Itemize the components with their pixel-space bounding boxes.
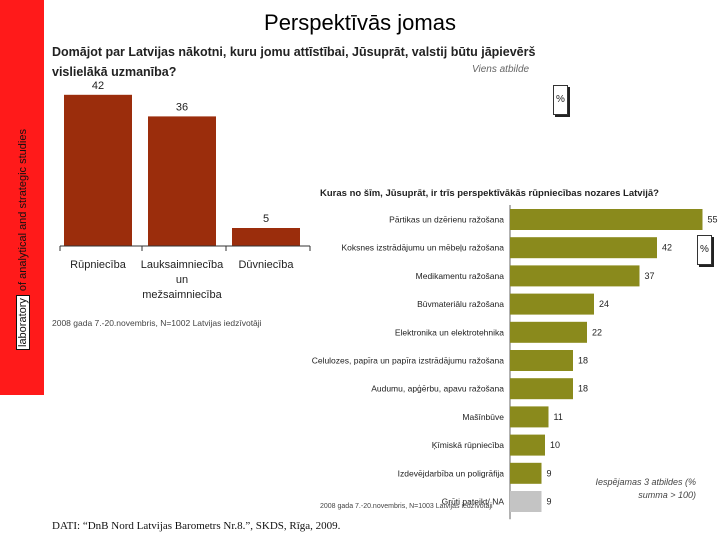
chart2-value-label: 10 xyxy=(550,440,560,450)
chart2-svg: Pārtikas un dzērienu ražošana 55 Koksnes i… xyxy=(312,205,718,520)
chart1-value-label: 36 xyxy=(176,101,188,113)
chart2-bar xyxy=(510,350,573,371)
chart2-bar xyxy=(510,293,594,315)
chart1-svg: 42 Rūpniecība 36 Lauksaimniecība un mežsaimni… xyxy=(59,80,311,301)
percent-box-chart2: % xyxy=(697,235,712,265)
chart1-question: Domājot par Latvijas nākotni, kuru jomu … xyxy=(52,45,536,79)
slide-title: Perspektīvās jomas xyxy=(264,10,456,35)
side-label-rest: of analytical and strategic studies xyxy=(17,129,29,292)
chart2-category-label: Koksnes izstrādājumu un mēbeļu ražošana xyxy=(341,243,504,253)
percent-box-chart1: % xyxy=(553,85,568,115)
side-label-boxed: laboratory xyxy=(16,295,30,350)
chart1-value-label: 5 xyxy=(263,213,269,225)
chart2-category-label: Medikamentu ražošana xyxy=(416,271,505,281)
chart2-category-label: Būvmateriālu ražošana xyxy=(417,299,504,309)
chart2-category-label: Grūti pateikt/ NA xyxy=(442,497,505,507)
chart2-value-label: 37 xyxy=(645,271,655,281)
chart2-bar xyxy=(510,265,640,287)
chart2-value-label: 24 xyxy=(599,299,609,309)
chart2-bar xyxy=(510,321,587,343)
chart1-category-label: Lauksaimniecība un mežsaimniecība xyxy=(141,259,224,301)
chart2-bar xyxy=(510,434,545,456)
chart2-category-label: Izdevējdarbība un poligrāfija xyxy=(398,468,505,478)
chart2-category-label: Ķīmiskā rūpniecība xyxy=(432,440,505,450)
chart2-bar xyxy=(510,462,542,484)
chart2-value-label: 18 xyxy=(578,356,588,366)
chart1-bar xyxy=(148,116,216,247)
chart1-category-label-line: Lauksaimniecība xyxy=(141,259,224,271)
chart2-bar xyxy=(510,237,657,259)
chart2-category-label: Mašīnbūve xyxy=(462,412,504,422)
chart2-note: Iespējamas 3 atbildes (% summa > 100) xyxy=(595,477,696,500)
chart2-bar xyxy=(510,406,549,428)
chart1-category-label: Dūvniecība xyxy=(238,259,294,271)
chart1-bar xyxy=(232,228,300,246)
chart1-category-label-line: Dūvniecība xyxy=(238,259,294,271)
chart2-value-label: 11 xyxy=(554,412,563,422)
chart2-value-label: 9 xyxy=(547,468,552,478)
chart2-value-label: 18 xyxy=(578,384,588,394)
chart2-value-label: 9 xyxy=(547,497,552,507)
chart2-value-label: 55 xyxy=(708,215,718,225)
chart2-bar xyxy=(510,491,542,512)
chart2-value-label: 22 xyxy=(592,327,602,337)
chart1-source: 2008 gada 7.-20.novembris, N=1002 Latvij… xyxy=(52,318,262,328)
data-source-footnote: DATI: “DnB Nord Latvijas Barometrs Nr.8.… xyxy=(52,520,341,532)
chart2-category-label: Celulozes, papīra un papīra izstrādājumu… xyxy=(312,356,505,366)
chart1-bar xyxy=(64,94,132,246)
chart1-category-label-line: Rūpniecība xyxy=(70,259,127,271)
chart2-bar xyxy=(510,209,703,230)
chart2-source: 2008 gada 7.-20.novembris, N=1003 Latvij… xyxy=(320,503,493,510)
side-vertical-label: laboratory of analytical and strategic st… xyxy=(16,129,30,350)
chart1-category-label-line: un xyxy=(176,274,188,286)
chart2-value-label: 42 xyxy=(662,243,672,253)
chart1-category-label-line: mežsaimniecība xyxy=(142,289,222,301)
chart2-bar xyxy=(510,378,573,400)
chart1-note: Viens atbilde xyxy=(472,64,530,75)
chart2-question: Kuras no šīm, Jūsuprāt, ir trīs perspekt… xyxy=(320,188,659,199)
chart2-category-label: Elektronika un elektrotehnika xyxy=(395,327,504,337)
chart1-category-label: Rūpniecība xyxy=(70,259,127,271)
chart2-category-label: Audumu, apģērbu, apavu ražošana xyxy=(371,384,504,394)
side-divider xyxy=(44,0,46,395)
chart2-category-label: Pārtikas un dzērienu ražošana xyxy=(389,215,504,225)
chart1-value-label: 42 xyxy=(92,80,104,92)
